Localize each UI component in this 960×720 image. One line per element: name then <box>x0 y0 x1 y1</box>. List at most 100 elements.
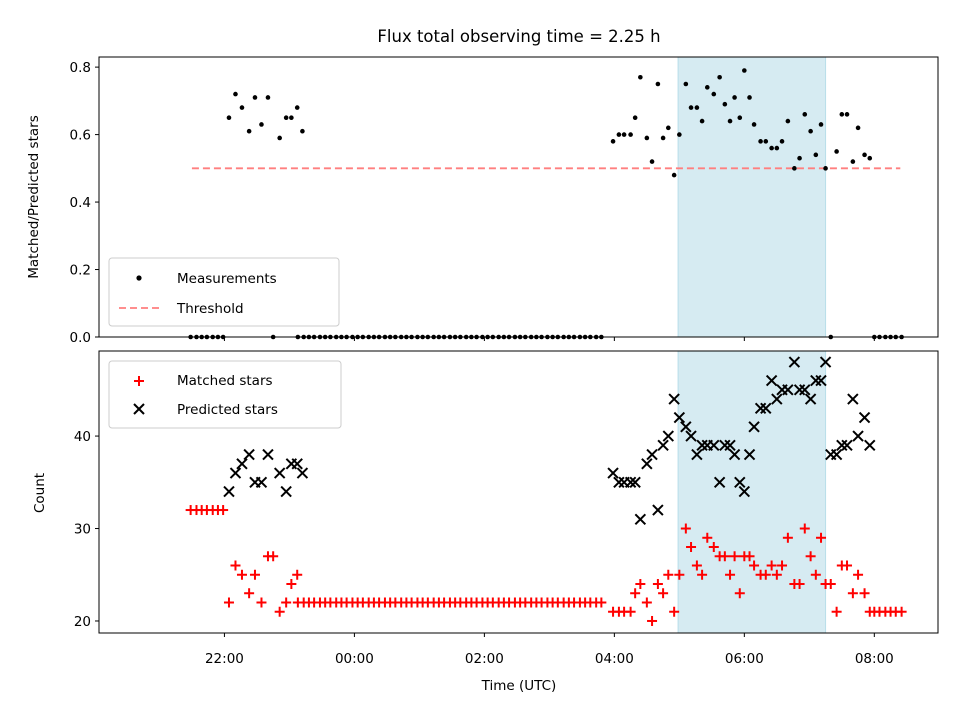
matched-star-point <box>729 551 740 562</box>
predicted-star-point <box>852 430 864 442</box>
measurement-point <box>792 166 797 171</box>
measurement-point <box>226 115 232 121</box>
matched-star-point <box>799 523 810 534</box>
measurement-point <box>722 101 728 107</box>
predicted-star-point <box>668 393 680 405</box>
predicted-star-point <box>738 485 751 498</box>
predicted-star-point <box>255 476 268 488</box>
matched-star-point <box>596 597 607 608</box>
predicted-star-point <box>673 411 686 424</box>
predicted-star-point <box>607 467 619 479</box>
legend-threshold-label: Threshold <box>176 301 244 317</box>
top-highlight-span <box>677 56 827 338</box>
legend-measurements-marker <box>136 275 142 281</box>
measurement-point <box>283 115 289 121</box>
predicted-star-point <box>724 439 736 452</box>
measurement-point <box>632 115 638 121</box>
predicted-star-point <box>771 393 783 405</box>
measurement-point <box>233 91 238 97</box>
matched-star-point <box>816 532 827 543</box>
top-y-ticks: 0.0 0.2 0.4 0.6 0.8 <box>70 60 99 346</box>
matched-star-point <box>691 560 702 571</box>
matched-star-point <box>230 560 241 571</box>
matched-star-point <box>281 597 292 608</box>
predicted-star-point <box>713 476 726 488</box>
bottom-highlight-span <box>677 350 827 634</box>
bottom-x-tick-label: 04:00 <box>595 651 634 667</box>
predicted-star-point <box>280 485 292 498</box>
matched-star-point <box>686 542 697 553</box>
matched-star-point <box>734 588 745 599</box>
measurement-point <box>742 68 747 73</box>
matched-star-point <box>782 532 793 543</box>
predicted-star-point <box>696 439 708 452</box>
bottom-x-tick-label: 06:00 <box>725 651 764 667</box>
matched-star-point <box>708 542 719 553</box>
measurement-point <box>813 152 819 158</box>
top-y-axis-label: Matched/Predicted stars <box>26 115 42 278</box>
measurement-point <box>688 105 694 110</box>
bottom-legend-box <box>108 360 342 429</box>
bottom-y-tick-label: 20 <box>74 614 91 630</box>
top-y-tick-label: 0.4 <box>70 195 91 211</box>
measurement-point <box>769 145 774 151</box>
matched-star-point <box>697 569 708 580</box>
predicted-star-point <box>754 402 767 415</box>
matched-star-point <box>810 569 821 580</box>
measurement-point <box>252 95 258 100</box>
matched-star-point <box>223 597 234 608</box>
predicted-star-point <box>236 458 248 470</box>
predicted-star-point <box>734 476 746 488</box>
predicted-star-point <box>830 448 843 461</box>
measurement-point <box>758 139 763 144</box>
predicted-star-point <box>229 467 242 479</box>
predicted-stars-points <box>223 356 876 525</box>
matched-stars-points <box>185 505 907 626</box>
measurement-point <box>259 122 264 127</box>
predicted-star-point <box>291 458 303 470</box>
predicted-star-point <box>657 439 669 452</box>
predicted-star-point <box>728 448 741 461</box>
matched-star-point <box>680 523 691 534</box>
matched-star-point <box>244 588 255 599</box>
top-axes-frame <box>98 56 939 338</box>
legend-matched-marker <box>134 376 144 386</box>
measurement-point <box>265 95 271 100</box>
predicted-star-point <box>847 393 859 405</box>
bottom-x-ticks: 22:00 00:00 02:00 04:00 06:00 08:00 <box>205 633 894 667</box>
matched-star-point <box>256 597 267 608</box>
top-y-tick-label: 0.0 <box>70 330 91 346</box>
matched-star-point <box>847 588 858 599</box>
matched-star-point <box>766 560 777 571</box>
measurement-point <box>797 155 802 161</box>
measurement-point <box>844 112 850 117</box>
measurement-point <box>294 105 300 110</box>
predicted-star-point <box>760 402 772 415</box>
chart-title: Flux total observing time = 2.25 h <box>377 27 660 46</box>
matched-star-point <box>749 560 760 571</box>
measurement-point <box>644 135 650 141</box>
bottom-axes-frame <box>98 350 939 634</box>
predicted-star-point <box>836 439 848 452</box>
measurement-point <box>277 135 282 141</box>
measurement-point <box>855 125 861 131</box>
measurement-point <box>711 91 717 97</box>
predicted-star-point <box>680 421 692 433</box>
measurement-point <box>677 132 682 137</box>
predicted-star-point <box>691 448 703 461</box>
predicted-star-point <box>629 476 641 488</box>
bottom-legend: Matched stars Predicted stars <box>108 360 342 429</box>
measurement-point <box>779 139 785 144</box>
bottom-x-tick-label: 00:00 <box>335 651 374 667</box>
top-y-tick-label: 0.2 <box>70 263 91 279</box>
matched-star-point <box>630 588 641 599</box>
matched-star-point <box>641 597 652 608</box>
matched-star-point <box>669 606 680 617</box>
measurement-point <box>239 105 245 110</box>
matched-star-point <box>292 569 303 580</box>
measurement-point <box>699 118 705 124</box>
top-x-ticks <box>223 337 875 341</box>
measurement-point <box>802 112 808 117</box>
bottom-y-tick-label: 40 <box>74 429 91 445</box>
